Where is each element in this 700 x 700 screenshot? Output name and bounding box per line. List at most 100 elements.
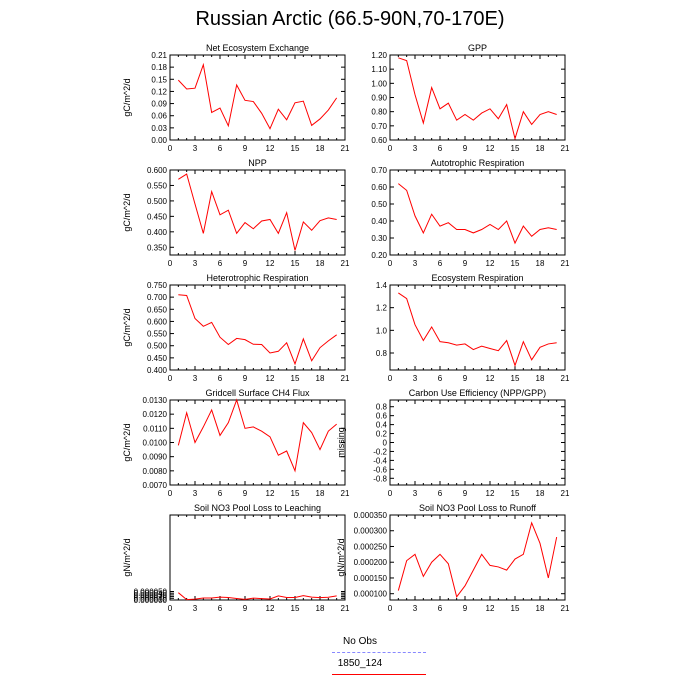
- chart-panel-1: Net Ecosystem Exchange 0 3 6 9 12 15 18 21 0.00 0.…: [122, 43, 350, 153]
- y-tick-label: 1.0: [376, 326, 388, 335]
- y-tick-label: 0.450: [147, 212, 168, 221]
- y-tick-label: 0.4: [376, 421, 388, 430]
- plot-frame: [169, 284, 346, 371]
- panel-title: Autotrophic Respiration: [431, 158, 525, 168]
- x-tick-label: 0: [168, 259, 173, 268]
- x-tick-label: 0: [168, 374, 173, 383]
- y-tick-label: 0.600: [147, 166, 168, 175]
- x-tick-label: 12: [486, 489, 495, 498]
- x-tick-label: 18: [316, 144, 325, 153]
- x-tick-label: 6: [438, 489, 443, 498]
- y-tick-label: 0.18: [151, 63, 167, 72]
- x-tick-label: 12: [266, 604, 275, 613]
- y-tick-label: 0.0090: [143, 453, 168, 462]
- x-tick-label: 3: [193, 489, 198, 498]
- y-axis-label: gC/m^2/d: [122, 193, 132, 231]
- y-tick-label: 0.20: [371, 251, 387, 260]
- x-tick-label: 21: [561, 489, 570, 498]
- x-tick-label: 0: [388, 489, 393, 498]
- x-tick-label: 18: [536, 259, 545, 268]
- y-tick-label: 0.500: [147, 342, 168, 351]
- y-tick-label: 0.50: [371, 200, 387, 209]
- y-tick-label: 1.2: [376, 304, 388, 313]
- x-tick-label: 21: [561, 144, 570, 153]
- x-tick-label: 12: [486, 604, 495, 613]
- panel-title: Gridcell Surface CH4 Flux: [205, 388, 310, 398]
- plot-frame: [389, 399, 566, 486]
- series-line-1: [397, 521, 558, 598]
- chart-panel-7: Gridcell Surface CH4 Flux 0 3 6 9 12 15 18 21 0.0…: [122, 388, 350, 498]
- chart-panel-10: Soil NO3 Pool Loss to Runoff 0 3 6 9 12 15 18 21…: [336, 503, 570, 613]
- plot-frame: [389, 169, 566, 256]
- panel-title: Carbon Use Efficiency (NPP/GPP): [409, 388, 546, 398]
- y-tick-label: 0.550: [147, 181, 168, 190]
- y-tick-label: 0.06: [151, 112, 167, 121]
- panel-title: Ecosystem Respiration: [431, 273, 523, 283]
- y-tick-label: 0.450: [147, 354, 168, 363]
- plot-frame: [389, 514, 566, 601]
- x-tick-label: 3: [413, 489, 418, 498]
- x-tick-label: 18: [536, 374, 545, 383]
- x-tick-label: 9: [463, 604, 468, 613]
- x-tick-label: 6: [218, 604, 223, 613]
- chart-panel-2: GPP 0 3 6 9 12 15 18 21 0.60 0.70 0.80 0.90 1.00 1.10 1…: [371, 43, 570, 153]
- y-tick-label: 0.700: [147, 293, 168, 302]
- y-tick-label: 0.21: [151, 51, 167, 60]
- x-tick-label: 21: [561, 604, 570, 613]
- x-tick-label: 6: [438, 259, 443, 268]
- x-tick-label: 3: [413, 144, 418, 153]
- x-tick-label: 3: [413, 259, 418, 268]
- x-tick-label: 18: [316, 489, 325, 498]
- x-tick-label: 21: [341, 374, 350, 383]
- y-tick-label: 0.000350: [354, 511, 388, 520]
- chart-panel-5: Heterotrophic Respiration 0 3 6 9 12 15 18 21 0.4…: [122, 273, 350, 383]
- panel-title: GPP: [468, 43, 487, 53]
- x-tick-label: 21: [561, 259, 570, 268]
- plot-frame: [169, 169, 346, 256]
- x-tick-label: 9: [243, 374, 248, 383]
- y-tick-label: 0.000000: [134, 596, 168, 605]
- y-tick-label: 0.6: [376, 412, 388, 421]
- chart-panel-9: Soil NO3 Pool Loss to Leaching 0 3 6 9 12 15 18…: [122, 503, 350, 613]
- x-tick-label: 3: [193, 259, 198, 268]
- x-tick-label: 18: [316, 604, 325, 613]
- x-tick-label: 18: [536, 489, 545, 498]
- x-tick-label: 9: [463, 144, 468, 153]
- x-tick-label: 9: [463, 259, 468, 268]
- x-tick-label: 6: [218, 374, 223, 383]
- panel-title: Net Ecosystem Exchange: [206, 43, 309, 53]
- series-line-1: [398, 183, 557, 245]
- y-tick-label: 0.60: [371, 183, 387, 192]
- y-axis-label: missing: [336, 427, 346, 458]
- y-tick-label: 0.400: [147, 366, 168, 375]
- y-tick-label: 1.20: [371, 51, 387, 60]
- y-tick-label: 0.8: [376, 349, 388, 358]
- x-tick-label: 15: [511, 259, 520, 268]
- panel-title: Soil NO3 Pool Loss to Leaching: [194, 503, 321, 513]
- x-tick-label: 15: [291, 259, 300, 268]
- y-tick-label: 0.0070: [143, 481, 168, 490]
- chart-panel-4: Autotrophic Respiration 0 3 6 9 12 15 18 21 0.20 0…: [371, 158, 570, 268]
- plot-frame: [169, 399, 346, 486]
- x-tick-label: 6: [218, 259, 223, 268]
- x-tick-label: 3: [193, 604, 198, 613]
- series-line-1: [398, 292, 557, 368]
- y-tick-label: 0.0100: [143, 439, 168, 448]
- x-tick-label: 15: [291, 374, 300, 383]
- x-tick-label: 12: [266, 259, 275, 268]
- y-tick-label: 0.400: [147, 228, 168, 237]
- x-tick-label: 9: [243, 604, 248, 613]
- y-tick-label: 0.40: [371, 217, 387, 226]
- y-tick-label: 0.750: [147, 281, 168, 290]
- y-tick-label: 0.350: [147, 243, 168, 252]
- x-tick-label: 0: [388, 374, 393, 383]
- y-tick-label: -0.8: [373, 474, 387, 483]
- x-tick-label: 9: [463, 374, 468, 383]
- x-tick-label: 21: [341, 489, 350, 498]
- y-tick-label: 0.0110: [143, 424, 167, 433]
- panel-title: NPP: [248, 158, 267, 168]
- x-tick-label: 15: [511, 144, 520, 153]
- y-tick-label: 0.12: [151, 87, 167, 96]
- x-tick-label: 18: [536, 144, 545, 153]
